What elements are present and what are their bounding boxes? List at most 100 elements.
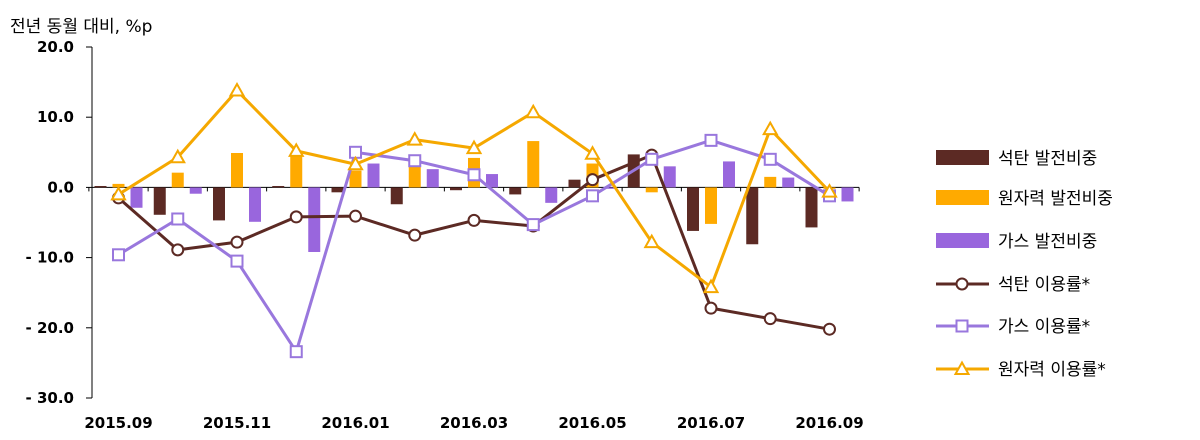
line-1-point-8 <box>586 189 599 203</box>
x-tick-label: 2016.09 <box>795 414 863 432</box>
line-0-point-11 <box>763 312 777 326</box>
line-2-point-0 <box>110 185 127 201</box>
bar-2-12 <box>841 187 854 202</box>
line-0-point-2 <box>230 235 244 249</box>
bar-2-0 <box>130 187 143 208</box>
line-2-point-9 <box>643 233 660 249</box>
line-2-point-6 <box>465 139 483 155</box>
line-0-point-12 <box>823 322 836 336</box>
line-0-point-1 <box>171 243 185 257</box>
bar-0-1 <box>153 187 166 215</box>
line-1-point-1 <box>171 212 185 226</box>
line-2-point-11 <box>762 120 779 136</box>
bar-1-0 <box>112 183 125 188</box>
x-tick-label: 2016.01 <box>321 414 389 432</box>
bar-1-11 <box>764 176 777 188</box>
line-0-point-3 <box>289 210 303 224</box>
line-0-point-8 <box>586 173 599 187</box>
bar-1-3 <box>290 155 303 188</box>
bar-2-6 <box>486 174 498 188</box>
line-0-point-4 <box>349 209 362 223</box>
unit-label: 전년 동월 대비, %p <box>10 17 152 37</box>
line-1-point-9 <box>645 152 659 166</box>
bar-0-12 <box>805 187 818 228</box>
line-2-point-5 <box>406 131 423 146</box>
bar-0-11 <box>746 187 759 245</box>
bar-1-2 <box>231 153 243 188</box>
line-1-point-0 <box>112 248 125 262</box>
legend-marker <box>955 277 969 291</box>
bar-1-10 <box>705 187 717 224</box>
bar-1-4 <box>349 170 362 188</box>
bar-2-3 <box>308 187 321 252</box>
bar-2-4 <box>367 163 380 188</box>
bar-0-10 <box>687 187 699 231</box>
legend-label: 원자력 발전비중 <box>998 189 1113 209</box>
x-tick-label: 2016.07 <box>677 414 745 432</box>
line-2-point-1 <box>169 148 186 164</box>
bar-2-9 <box>663 166 676 188</box>
x-tick-label: 2015.09 <box>84 414 152 432</box>
line-2-point-7 <box>525 103 542 119</box>
line-1-point-10 <box>704 133 718 147</box>
bar-2-1 <box>189 187 202 194</box>
bar-2-11 <box>782 177 795 188</box>
legend-label: 석탄 발전비중 <box>998 149 1097 169</box>
bar-0-2 <box>213 187 225 221</box>
legend-swatch <box>936 233 989 248</box>
line-2-point-8 <box>584 145 601 160</box>
line-series-2 <box>117 89 831 289</box>
line-2-point-3 <box>288 142 305 157</box>
y-tick-label: 10.0 <box>37 108 74 126</box>
line-2-point-4 <box>347 155 364 171</box>
bar-1-1 <box>171 172 184 188</box>
bar-0-5 <box>390 187 403 205</box>
x-tick-label: 2015.11 <box>203 414 271 432</box>
bar-0-4 <box>331 187 344 193</box>
legend-label: 원자력 이용률* <box>998 360 1106 380</box>
bar-0-7 <box>509 187 522 195</box>
bar-2-7 <box>545 187 558 203</box>
line-2-point-10 <box>702 278 720 294</box>
line-series-group <box>110 81 838 359</box>
bar-0-3 <box>272 185 285 188</box>
legend-marker <box>953 360 971 375</box>
line-1-point-6 <box>467 168 481 182</box>
bar-0-6 <box>450 187 462 191</box>
y-tick-label: - 30.0 <box>26 389 74 407</box>
bar-1-5 <box>408 166 421 188</box>
y-tick-label: - 10.0 <box>26 249 74 267</box>
line-1-point-5 <box>408 154 422 168</box>
y-tick-label: - 20.0 <box>26 319 74 337</box>
x-tick-label: 2016.03 <box>440 414 508 432</box>
legend-label: 석탄 이용률* <box>998 275 1090 295</box>
legend-swatch <box>936 190 989 205</box>
line-2-point-12 <box>821 183 838 198</box>
line-1-point-2 <box>230 254 244 268</box>
line-1-point-7 <box>526 218 540 232</box>
y-tick-label: 20.0 <box>37 38 74 56</box>
legend-label: 가스 이용률* <box>998 317 1090 337</box>
legend-label: 가스 발전비중 <box>998 232 1097 252</box>
line-1-point-11 <box>763 152 777 166</box>
bar-2-2 <box>249 187 261 222</box>
bar-2-10 <box>723 161 735 188</box>
bar-series-group <box>94 141 854 252</box>
line-0-point-10 <box>704 301 718 315</box>
bar-1-7 <box>527 141 540 188</box>
x-tick-label: 2016.05 <box>558 414 626 432</box>
bar-0-0 <box>94 185 107 188</box>
line-0-point-6 <box>467 213 481 227</box>
line-1-point-3 <box>289 345 303 359</box>
legend-marker <box>955 319 969 333</box>
bar-2-8 <box>604 187 617 189</box>
y-tick-label: 0.0 <box>47 178 74 196</box>
bar-2-5 <box>426 169 439 188</box>
line-0-point-5 <box>408 228 422 242</box>
bar-0-8 <box>568 179 581 188</box>
legend-swatch <box>936 150 989 165</box>
bar-1-9 <box>645 187 658 193</box>
line-2-point-2 <box>228 81 246 97</box>
